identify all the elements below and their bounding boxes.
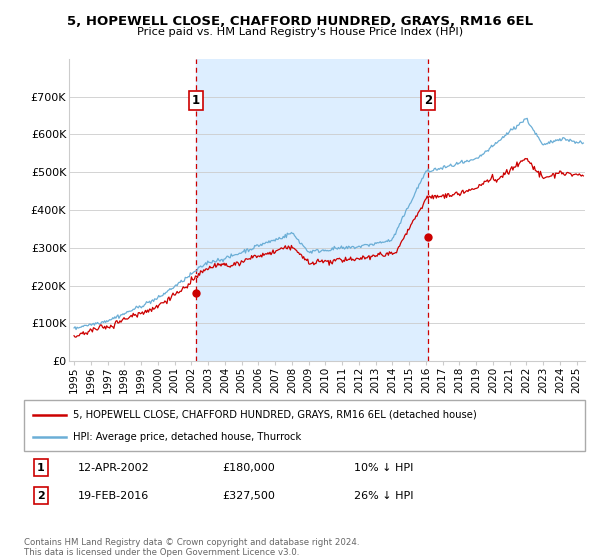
Text: 2: 2 xyxy=(424,94,432,107)
Text: Price paid vs. HM Land Registry's House Price Index (HPI): Price paid vs. HM Land Registry's House … xyxy=(137,27,463,37)
Text: 2: 2 xyxy=(37,491,44,501)
Text: 5, HOPEWELL CLOSE, CHAFFORD HUNDRED, GRAYS, RM16 6EL: 5, HOPEWELL CLOSE, CHAFFORD HUNDRED, GRA… xyxy=(67,15,533,27)
Text: 10% ↓ HPI: 10% ↓ HPI xyxy=(354,463,413,473)
Text: 1: 1 xyxy=(192,94,200,107)
Text: £327,500: £327,500 xyxy=(222,491,275,501)
Text: 19-FEB-2016: 19-FEB-2016 xyxy=(78,491,149,501)
Text: 26% ↓ HPI: 26% ↓ HPI xyxy=(354,491,413,501)
Text: 5, HOPEWELL CLOSE, CHAFFORD HUNDRED, GRAYS, RM16 6EL (detached house): 5, HOPEWELL CLOSE, CHAFFORD HUNDRED, GRA… xyxy=(73,409,477,419)
Text: £180,000: £180,000 xyxy=(222,463,275,473)
Text: 12-APR-2002: 12-APR-2002 xyxy=(78,463,150,473)
Text: 1: 1 xyxy=(37,463,44,473)
Text: Contains HM Land Registry data © Crown copyright and database right 2024.
This d: Contains HM Land Registry data © Crown c… xyxy=(24,538,359,557)
Bar xyxy=(196,59,428,361)
Text: HPI: Average price, detached house, Thurrock: HPI: Average price, detached house, Thur… xyxy=(73,432,301,442)
